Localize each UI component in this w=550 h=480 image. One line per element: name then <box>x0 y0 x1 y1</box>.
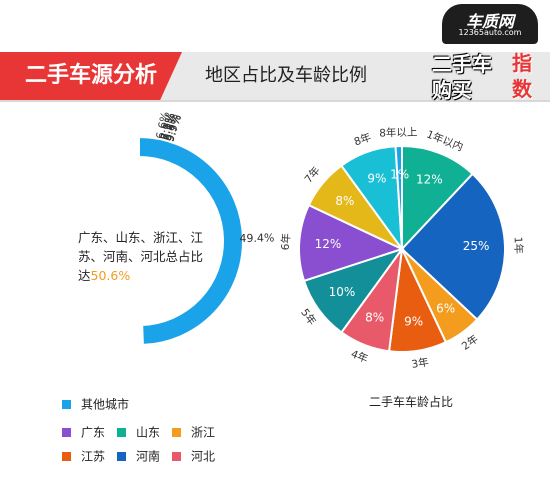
legend-label: 其他城市 <box>81 397 130 412</box>
pie-label-4: 4年 <box>349 347 370 365</box>
pie-value-3: 9% <box>404 315 423 329</box>
logo-line1: 二手车 <box>432 52 492 76</box>
pie-value-1: 25% <box>463 239 490 253</box>
pie-value-8: 9% <box>367 172 386 186</box>
legend-item: 山东 <box>117 424 160 440</box>
pie-value-5: 10% <box>329 285 356 299</box>
pie-value-9: 1% <box>390 167 409 181</box>
donut-slice-6 <box>138 135 244 346</box>
legend-item: 江苏 <box>62 448 105 464</box>
legend-label: 江苏 <box>81 449 106 464</box>
pie-label-9: 8年以上 <box>379 125 418 139</box>
pie-slice-1 <box>400 172 506 321</box>
donut-label-0: 6.6% <box>154 112 172 140</box>
donut-center-highlight: 50.6% <box>90 268 131 283</box>
pie-label-1: 1年 <box>512 237 526 255</box>
pie-slice-6 <box>298 203 405 283</box>
legend-swatch <box>172 452 181 461</box>
legend-swatch <box>62 428 71 437</box>
legend: 其他城市广东 山东 浙江江苏 河南 河北 <box>62 390 282 480</box>
logo-badge: 车质网 12365auto.com <box>442 4 538 44</box>
legend-swatch <box>117 428 126 437</box>
legend-swatch <box>62 400 71 409</box>
donut-center-text: 广东、山东、浙江、江苏、河南、河北总占比达50.6% <box>78 228 213 285</box>
header: 二手车源分析 地区占比及车龄比例 车质网 12365auto.com 二手车 购… <box>0 0 550 112</box>
pie-value-0: 12% <box>416 173 443 187</box>
pie-value-2: 6% <box>436 301 455 315</box>
pie-value-4: 8% <box>365 310 384 324</box>
pie-label-7: 7年 <box>302 164 323 186</box>
logo-line2: 购买 <box>432 78 472 102</box>
brand-logo: 车质网 12365auto.com 二手车 购买 指数 <box>432 4 544 108</box>
page-subtitle: 地区占比及车龄比例 <box>205 65 367 86</box>
legend-item: 浙江 <box>172 424 215 440</box>
logo-url: 12365auto.com <box>458 28 522 37</box>
donut-label-6: 49.4% <box>239 231 274 245</box>
pie-slice-0 <box>401 144 474 252</box>
page-title: 二手车源分析 <box>0 52 182 100</box>
legend-label: 广东 <box>81 425 106 440</box>
pie-label-3: 3年 <box>411 355 430 371</box>
legend-swatch <box>117 452 126 461</box>
legend-label: 河南 <box>136 449 161 464</box>
legend-label: 河北 <box>191 449 216 464</box>
legend-label: 浙江 <box>191 425 216 440</box>
legend-swatch <box>172 428 181 437</box>
donut-center-label: 广东、山东、浙江、江苏、河南、河北总占比达 <box>78 230 204 283</box>
pie-label-6: 6年 <box>279 233 293 251</box>
pie-label-5: 5年 <box>298 306 319 328</box>
legend-swatch <box>62 452 71 461</box>
pie-slice-9 <box>394 144 403 250</box>
legend-label: 山东 <box>136 425 161 440</box>
legend-item: 广东 <box>62 424 105 440</box>
pie-value-7: 8% <box>335 194 354 208</box>
logo-brand: 车质网 <box>465 12 514 31</box>
pie-label-8: 8年 <box>352 130 373 148</box>
pie-label-2: 2年 <box>459 332 481 353</box>
pie-value-6: 12% <box>315 237 342 251</box>
legend-item: 河南 <box>117 448 160 464</box>
legend-item: 其他城市 <box>62 396 129 412</box>
pie-caption: 二手车车龄占比 <box>368 395 453 409</box>
legend-item: 河北 <box>172 448 215 464</box>
logo-red-text: 指数 <box>512 51 532 101</box>
